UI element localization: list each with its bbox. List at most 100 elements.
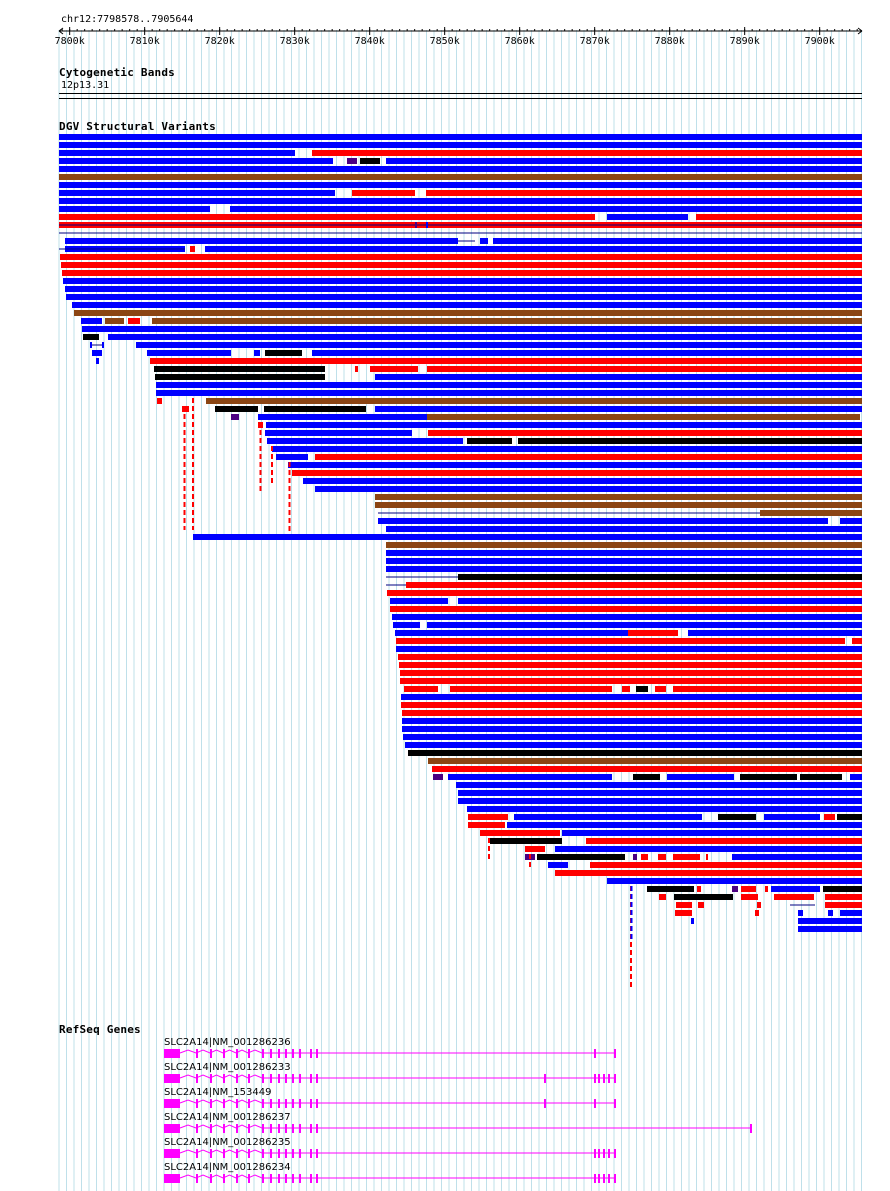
ruler[interactable]: 7800k 7810k 7820k 7830k 7840k 7850k 7860k 7870k…: [0, 0, 890, 50]
dgv-variant[interactable]: [633, 854, 637, 860]
gene-exon[interactable]: [270, 1149, 272, 1158]
gene-exon[interactable]: [278, 1174, 280, 1183]
gene-exon[interactable]: [164, 1099, 180, 1108]
gene-exon[interactable]: [223, 1049, 225, 1058]
dgv-variant[interactable]: [433, 774, 443, 780]
gene-exon[interactable]: [316, 1174, 318, 1183]
dgv-variant[interactable]: [395, 630, 628, 636]
dgv-variant[interactable]: [386, 158, 862, 164]
dgv-variant[interactable]: [59, 134, 862, 140]
dgv-variant[interactable]: [265, 350, 302, 356]
dgv-variant[interactable]: [673, 854, 700, 860]
dgv-variant[interactable]: [147, 350, 231, 356]
dgv-variant[interactable]: [303, 478, 862, 484]
dgv-variant[interactable]: [740, 774, 797, 780]
gene-exon[interactable]: [262, 1099, 264, 1108]
dgv-variant[interactable]: [507, 822, 862, 828]
dgv-variant[interactable]: [755, 910, 759, 916]
dgv-variant[interactable]: [590, 862, 862, 868]
dgv-variant[interactable]: [276, 454, 308, 460]
dgv-variant[interactable]: [405, 742, 862, 748]
dgv-variant[interactable]: [764, 814, 820, 820]
dgv-variant[interactable]: [96, 358, 99, 364]
dgv-variant[interactable]: [655, 686, 666, 692]
dgv-variant[interactable]: [61, 262, 862, 268]
dgv-variant[interactable]: [108, 334, 862, 340]
gene-exon[interactable]: [594, 1174, 596, 1183]
gene-exon[interactable]: [316, 1074, 318, 1083]
gene-exon[interactable]: [299, 1124, 301, 1133]
dgv-variant[interactable]: [555, 238, 862, 244]
dgv-variant[interactable]: [190, 246, 195, 252]
dgv-variant[interactable]: [537, 854, 625, 860]
dgv-variant[interactable]: [427, 414, 860, 420]
gene-exon[interactable]: [598, 1174, 600, 1183]
dgv-variant[interactable]: [403, 734, 862, 740]
gene-exon[interactable]: [248, 1124, 250, 1133]
dgv-variant[interactable]: [264, 406, 366, 412]
dgv-variant[interactable]: [402, 718, 862, 724]
gene-exon[interactable]: [608, 1149, 610, 1158]
dgv-variant[interactable]: [400, 678, 862, 684]
dgv-variant[interactable]: [375, 374, 862, 380]
gene-exon[interactable]: [164, 1049, 180, 1058]
gene-label[interactable]: SLC2A14|NM_001286234: [164, 1162, 291, 1173]
gene-exon[interactable]: [248, 1049, 250, 1058]
dgv-variant[interactable]: [432, 766, 862, 772]
gene-exon[interactable]: [594, 1149, 596, 1158]
dgv-variant[interactable]: [65, 286, 862, 292]
gene-exon[interactable]: [285, 1074, 287, 1083]
dgv-variant[interactable]: [312, 150, 862, 156]
dgv-variant[interactable]: [352, 190, 415, 196]
dgv-variant[interactable]: [468, 822, 505, 828]
dgv-variant[interactable]: [697, 886, 701, 892]
dgv-variant[interactable]: [426, 190, 862, 196]
gene-exon[interactable]: [594, 1049, 596, 1058]
dgv-variant[interactable]: [265, 430, 412, 436]
gene-exon[interactable]: [270, 1174, 272, 1183]
dgv-variant[interactable]: [688, 630, 862, 636]
dgv-variant[interactable]: [825, 902, 862, 908]
dgv-variant[interactable]: [667, 774, 734, 780]
gene-exon[interactable]: [608, 1074, 610, 1083]
dgv-variant[interactable]: [448, 774, 612, 780]
dgv-variant[interactable]: [386, 542, 862, 548]
dgv-variant[interactable]: [154, 366, 325, 372]
gene-exon[interactable]: [223, 1124, 225, 1133]
gene-exon[interactable]: [608, 1174, 610, 1183]
dgv-variant[interactable]: [850, 774, 862, 780]
gene-exon[interactable]: [310, 1149, 312, 1158]
dgv-variant[interactable]: [355, 366, 358, 372]
dgv-variant[interactable]: [622, 686, 630, 692]
gene-exon[interactable]: [270, 1049, 272, 1058]
gene-label[interactable]: SLC2A14|NM_001286233: [164, 1062, 291, 1073]
gene-exon[interactable]: [236, 1074, 238, 1083]
gene-exon[interactable]: [310, 1099, 312, 1108]
dgv-variant[interactable]: [427, 366, 862, 372]
dgv-variant[interactable]: [428, 758, 862, 764]
gene-exon[interactable]: [614, 1149, 616, 1158]
dgv-variant[interactable]: [518, 438, 862, 444]
dgv-variant[interactable]: [467, 806, 862, 812]
dgv-variant[interactable]: [525, 846, 545, 852]
dgv-variant[interactable]: [102, 342, 104, 348]
gene-exon[interactable]: [603, 1149, 605, 1158]
dgv-variant[interactable]: [401, 702, 862, 708]
gene-exon[interactable]: [614, 1074, 616, 1083]
gene-exon[interactable]: [316, 1099, 318, 1108]
gene-exon[interactable]: [310, 1174, 312, 1183]
dgv-variant[interactable]: [741, 894, 758, 900]
gene-exon[interactable]: [603, 1174, 605, 1183]
dgv-variant[interactable]: [92, 350, 102, 356]
dgv-variant[interactable]: [659, 894, 666, 900]
dgv-variant[interactable]: [698, 902, 704, 908]
gene-exon[interactable]: [316, 1124, 318, 1133]
dgv-variant[interactable]: [732, 886, 738, 892]
gene-exon[interactable]: [292, 1099, 294, 1108]
gene-exon[interactable]: [299, 1049, 301, 1058]
gene-exon[interactable]: [278, 1099, 280, 1108]
dgv-variant[interactable]: [774, 894, 814, 900]
gene-exon[interactable]: [292, 1174, 294, 1183]
dgv-variant[interactable]: [370, 366, 418, 372]
gene-exon[interactable]: [292, 1149, 294, 1158]
